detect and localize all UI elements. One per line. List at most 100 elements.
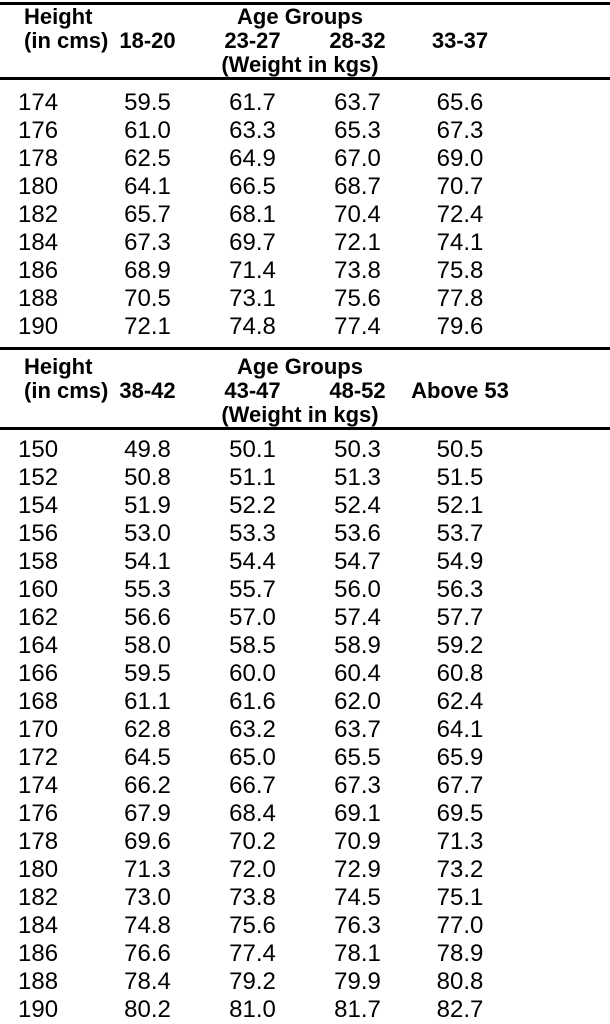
- weight-cell: 79.6: [436, 313, 484, 340]
- table-row: 178 69.6 70.2 70.9 71.3: [0, 828, 610, 856]
- height-cell: 186: [18, 257, 59, 284]
- weight-cell: 73.1: [229, 285, 276, 312]
- weight-cell: 60.8: [436, 660, 484, 687]
- weight-cell: 71.4: [229, 257, 276, 284]
- weight-cell: 67.3: [334, 772, 381, 799]
- weight-cell: 68.7: [334, 173, 381, 200]
- weight-cell: 74.1: [436, 229, 484, 256]
- weight-cell: 63.2: [229, 716, 276, 743]
- weight-cell: 72.4: [436, 201, 484, 228]
- weight-cell: 67.3: [436, 117, 484, 144]
- weight-cell: 75.6: [229, 912, 276, 939]
- table-row: 180 64.1 66.5 68.7 70.7: [0, 173, 610, 201]
- horizontal-rule: [0, 77, 610, 80]
- weight-cell: 53.6: [334, 520, 381, 547]
- weight-cell: 64.9: [229, 145, 276, 172]
- table-row: 174 66.2 66.7 67.3 67.7: [0, 772, 610, 800]
- weight-cell: 52.4: [334, 492, 381, 519]
- weight-cell: 70.9: [334, 828, 381, 855]
- table-row: 166 59.5 60.0 60.4 60.8: [0, 660, 610, 688]
- header-row: (Weight in kgs): [0, 403, 610, 427]
- height-cell: 158: [18, 548, 59, 575]
- weight-cell: 56.0: [334, 576, 381, 603]
- weight-cell: 57.0: [229, 604, 276, 631]
- height-cell: 174: [18, 772, 59, 799]
- weight-cell: 53.7: [436, 520, 484, 547]
- height-cell: 182: [18, 884, 59, 911]
- weight-cell: 69.1: [334, 800, 381, 827]
- weight-cell: 70.7: [436, 173, 484, 200]
- header-row: (in cms) 18-20 23-27 28-32 33-37: [0, 29, 610, 53]
- weight-cell: 67.7: [436, 772, 484, 799]
- weight-cell: 61.1: [124, 688, 171, 715]
- table-header: Height Age Groups (in cms) 18-20 23-27 2…: [0, 5, 610, 77]
- height-cell: 174: [18, 89, 59, 116]
- height-cell: 180: [18, 173, 59, 200]
- height-column-header-line2: (in cms): [24, 378, 109, 403]
- height-cell: 188: [18, 968, 59, 995]
- weight-cell: 50.5: [436, 436, 484, 463]
- weight-cell: 59.5: [124, 660, 171, 687]
- height-cell: 170: [18, 716, 59, 743]
- weight-cell: 67.9: [124, 800, 171, 827]
- weight-cell: 64.1: [124, 173, 171, 200]
- weight-cell: 78.4: [124, 968, 171, 995]
- weight-cell: 74.8: [229, 313, 276, 340]
- table-row: 174 59.5 61.7 63.7 65.6: [0, 89, 610, 117]
- weight-cell: 68.9: [124, 257, 171, 284]
- weight-table-ages-38-above-53: Height Age Groups (in cms) 38-42 43-47 4…: [0, 350, 610, 1024]
- table-row: 172 64.5 65.0 65.5 65.9: [0, 744, 610, 772]
- weight-cell: 70.2: [229, 828, 276, 855]
- age-groups-header: Age Groups: [237, 4, 363, 29]
- age-column-header: 48-52: [329, 378, 386, 403]
- age-column-header: Above 53: [411, 378, 509, 403]
- table-row: 158 54.1 54.4 54.7 54.9: [0, 548, 610, 576]
- weight-cell: 50.3: [334, 436, 381, 463]
- weight-cell: 52.2: [229, 492, 276, 519]
- weight-cell: 66.7: [229, 772, 276, 799]
- weight-cell: 76.6: [124, 940, 171, 967]
- age-column-header: 28-32: [329, 28, 386, 53]
- weight-cell: 79.9: [334, 968, 381, 995]
- weight-cell: 78.9: [436, 940, 484, 967]
- table-row: 188 78.4 79.2 79.9 80.8: [0, 968, 610, 996]
- table-row: 178 62.5 64.9 67.0 69.0: [0, 145, 610, 173]
- weight-cell: 49.8: [124, 436, 171, 463]
- age-column-header: 38-42: [119, 378, 176, 403]
- weight-cell: 63.7: [334, 89, 381, 116]
- height-column-header-line1: Height: [24, 4, 93, 29]
- table-row: 184 67.3 69.7 72.1 74.1: [0, 229, 610, 257]
- horizontal-rule: [0, 2, 610, 5]
- weight-cell: 70.4: [334, 201, 381, 228]
- weight-cell: 52.1: [436, 492, 484, 519]
- weight-cell: 63.3: [229, 117, 276, 144]
- weight-cell: 81.7: [334, 996, 381, 1023]
- table-row: 182 65.7 68.1 70.4 72.4: [0, 201, 610, 229]
- weight-cell: 79.2: [229, 968, 276, 995]
- weight-cell: 53.0: [124, 520, 171, 547]
- table-body: 174 59.5 61.7 63.7 65.6 176 61.0 63.3 65.3 67.3 17…: [0, 80, 610, 347]
- weight-cell: 51.1: [229, 464, 276, 491]
- weight-cell: 54.1: [124, 548, 171, 575]
- weight-cell: 67.0: [334, 145, 381, 172]
- weight-cell: 72.9: [334, 856, 381, 883]
- weight-cell: 66.5: [229, 173, 276, 200]
- horizontal-rule: [0, 347, 610, 350]
- height-cell: 172: [18, 744, 59, 771]
- weight-cell: 56.6: [124, 604, 171, 631]
- table-row: 190 72.1 74.8 77.4 79.6: [0, 313, 610, 341]
- weight-cell: 74.5: [334, 884, 381, 911]
- table-row: 154 51.9 52.2 52.4 52.1: [0, 492, 610, 520]
- weight-cell: 62.4: [436, 688, 484, 715]
- weight-cell: 65.5: [334, 744, 381, 771]
- weight-cell: 62.0: [334, 688, 381, 715]
- weight-cell: 63.7: [334, 716, 381, 743]
- weight-cell: 72.0: [229, 856, 276, 883]
- weight-cell: 80.8: [436, 968, 484, 995]
- height-cell: 150: [18, 436, 59, 463]
- weight-cell: 61.7: [229, 89, 276, 116]
- header-row: (in cms) 38-42 43-47 48-52 Above 53: [0, 379, 610, 403]
- weight-cell: 65.7: [124, 201, 171, 228]
- weight-cell: 73.8: [229, 884, 276, 911]
